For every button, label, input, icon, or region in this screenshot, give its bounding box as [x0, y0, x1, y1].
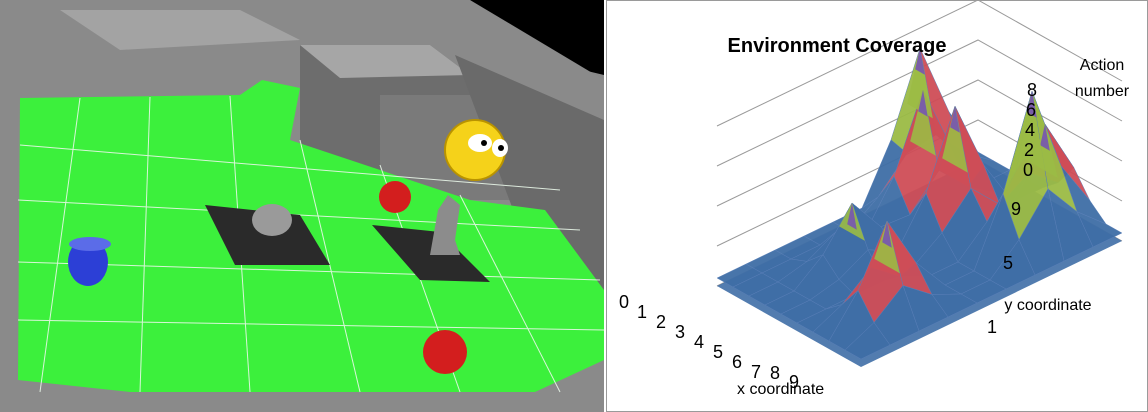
- figure-statue: [430, 195, 460, 255]
- surface-peak: [942, 106, 968, 173]
- x-tick-label: 2: [656, 312, 667, 332]
- black-sky: [210, 0, 604, 75]
- chart-title: Environment Coverage: [727, 35, 947, 57]
- apple-lower: [423, 330, 467, 374]
- y-tick-label: 1: [987, 317, 998, 337]
- z-tick-label: 2: [1024, 140, 1035, 160]
- surface-peak-tip: [882, 221, 892, 248]
- surface-peak-tip: [950, 106, 960, 133]
- x-tick-label: 9: [789, 372, 800, 392]
- y-tick-label: 9: [1011, 199, 1022, 219]
- x-axis-label: x coordinate: [737, 381, 825, 398]
- surface-peak-tip: [847, 203, 857, 230]
- y-axis-label: y coordinate: [1004, 297, 1092, 314]
- surface-peak-tip: [918, 90, 928, 117]
- surface-peak: [910, 90, 936, 156]
- x-tick-label: 8: [770, 363, 781, 383]
- z-tick-label: 6: [1026, 100, 1037, 120]
- wall-block-1-top: [300, 45, 470, 78]
- gridline: [716, 79, 1123, 207]
- y-tick-label: 5: [1003, 253, 1014, 273]
- x-tick-label: 7: [751, 362, 762, 382]
- chart-panel: Environment Coverage Action number x coo…: [606, 0, 1148, 412]
- x-tick-label: 0: [619, 292, 630, 312]
- gridline: [716, 1, 1123, 127]
- surface-peak: [1019, 91, 1045, 171]
- surface-cell: [844, 322, 891, 360]
- x-tick-label: 3: [675, 322, 686, 342]
- surface-peak-tip: [915, 48, 925, 75]
- surface-peak-tip: [1027, 91, 1037, 118]
- rock-statue: [252, 204, 292, 236]
- z-axis-label: Action number: [1074, 57, 1130, 100]
- x-tick-label: 6: [732, 352, 743, 372]
- z-tick-label: 0: [1023, 160, 1034, 180]
- wall-top-left: [60, 10, 300, 50]
- x-tick-label: 4: [694, 332, 705, 352]
- gridline: [716, 39, 1123, 167]
- surface-chart: [716, 1, 1123, 367]
- apple-upper: [379, 181, 411, 213]
- z-tick-label: 8: [1027, 80, 1038, 100]
- surface-peak: [907, 48, 933, 119]
- environment-scene: [0, 0, 604, 412]
- surface-peak: [874, 221, 900, 274]
- x-tick-label: 5: [713, 342, 724, 362]
- x-tick-label: 1: [637, 302, 648, 322]
- surface-peak-tip: [1040, 124, 1050, 151]
- z-tick-label: 4: [1025, 120, 1036, 140]
